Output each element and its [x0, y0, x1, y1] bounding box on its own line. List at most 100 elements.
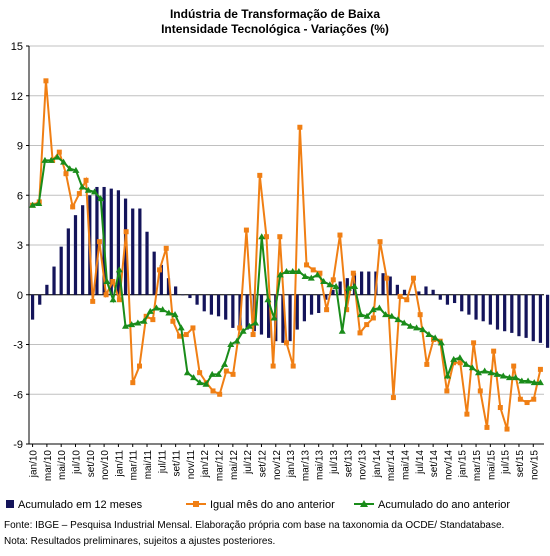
x-tick-label: mar/14: [386, 450, 397, 482]
legend-marker-acumulado-ano: [360, 500, 368, 507]
data-point-acumulado-ano: [301, 273, 309, 280]
data-point-acumulado-ano: [134, 319, 142, 326]
data-point-igual-mes: [190, 325, 196, 331]
bar: [510, 294, 514, 333]
data-point-igual-mes: [70, 204, 76, 210]
bar: [460, 294, 464, 312]
data-point-igual-mes: [444, 388, 450, 394]
y-tick-label: 3: [17, 240, 23, 252]
bar: [445, 294, 450, 305]
footnote: Nota: Resultados preliminares, sujeitos …: [4, 536, 276, 547]
x-tick-label: mai/15: [486, 450, 497, 480]
data-point-acumulado-ano: [375, 304, 383, 311]
data-point-igual-mes: [524, 400, 530, 406]
data-point-igual-mes: [384, 275, 390, 281]
data-point-acumulado-ano: [338, 327, 346, 334]
data-point-igual-mes: [350, 270, 356, 276]
data-point-igual-mes: [130, 380, 136, 386]
bar: [66, 228, 70, 295]
data-point-acumulado-ano: [78, 183, 86, 190]
data-point-acumulado-ano: [146, 307, 154, 314]
data-point-igual-mes: [491, 348, 497, 354]
bar: [338, 281, 342, 295]
data-point-igual-mes: [223, 368, 229, 374]
data-point-igual-mes: [123, 229, 129, 235]
y-tick-label: 0: [17, 290, 23, 302]
data-point-igual-mes: [43, 78, 49, 84]
chart-subtitle: Intensidade Tecnológica - Variações (%): [161, 22, 389, 36]
bar: [381, 273, 385, 295]
data-point-igual-mes: [464, 411, 470, 417]
data-point-igual-mes: [410, 275, 416, 281]
data-point-igual-mes: [370, 315, 376, 321]
bar: [531, 294, 535, 342]
data-point-acumulado-ano: [493, 370, 501, 377]
bar: [317, 294, 321, 313]
data-point-acumulado-ano: [468, 364, 476, 371]
data-point-acumulado-ano: [66, 165, 74, 172]
bar: [52, 266, 56, 295]
data-point-acumulado-ano: [419, 326, 427, 333]
data-point-igual-mes: [197, 370, 203, 376]
data-point-igual-mes: [177, 333, 183, 339]
data-point-acumulado-ano: [159, 306, 167, 313]
data-point-acumulado-ano: [245, 322, 253, 329]
data-point-igual-mes: [344, 307, 350, 313]
x-tick-label: set/11: [172, 450, 183, 477]
data-point-acumulado-ano: [91, 188, 99, 195]
data-point-igual-mes: [357, 330, 363, 336]
bar: [417, 291, 421, 295]
data-point-igual-mes: [183, 332, 189, 338]
data-point-acumulado-ano: [84, 186, 92, 193]
x-tick-label: jan/14: [372, 450, 383, 479]
bar: [331, 289, 335, 295]
data-point-acumulado-ano: [351, 282, 359, 289]
data-point-acumulado-ano: [524, 377, 532, 384]
y-tick-label: 15: [11, 41, 23, 53]
data-point-igual-mes: [96, 239, 102, 245]
data-point-acumulado-ano: [227, 341, 235, 347]
data-point-acumulado-ano: [202, 380, 210, 387]
data-point-acumulado-ano: [307, 274, 315, 281]
data-point-acumulado-ano: [252, 319, 260, 326]
data-point-acumulado-ano: [233, 337, 241, 344]
data-point-igual-mes: [517, 396, 523, 402]
bar: [216, 294, 221, 317]
data-point-acumulado-ano: [221, 360, 229, 367]
y-tick-label: -3: [13, 340, 23, 352]
bar: [45, 284, 49, 295]
data-point-acumulado-ano: [190, 374, 198, 381]
x-tick-label: set/15: [515, 450, 526, 478]
data-point-acumulado-ano: [214, 370, 222, 377]
x-tick-label: mar/15: [472, 450, 483, 482]
x-tick-label: nov/12: [272, 450, 283, 480]
x-tick-label: mar/10: [43, 450, 54, 482]
data-point-acumulado-ano: [388, 312, 396, 319]
data-point-acumulado-ano: [320, 277, 328, 284]
y-tick-label: 9: [17, 141, 23, 153]
data-point-igual-mes: [56, 149, 62, 155]
bar: [38, 294, 42, 305]
y-tick-label: 6: [17, 190, 23, 202]
x-tick-label: nov/13: [358, 450, 369, 480]
data-point-acumulado-ano: [276, 271, 284, 278]
x-tick-label: mai/14: [401, 450, 412, 480]
bar: [152, 251, 156, 295]
bar: [481, 294, 485, 322]
x-tick-label: mai/11: [143, 450, 154, 480]
data-point-igual-mes: [477, 388, 483, 394]
bar: [495, 294, 500, 330]
data-point-igual-mes: [337, 232, 343, 238]
legend-label-acumulado-ano: Acumulado do ano anterior: [378, 499, 510, 511]
bar: [202, 294, 206, 312]
data-point-igual-mes: [304, 262, 310, 268]
bar: [410, 294, 414, 296]
data-point-igual-mes: [497, 405, 503, 411]
data-point-igual-mes: [324, 307, 330, 313]
x-tick-label: jul/11: [157, 450, 168, 475]
data-point-acumulado-ano: [109, 296, 117, 303]
data-point-igual-mes: [277, 234, 283, 240]
data-point-igual-mes: [76, 191, 82, 197]
source-note: Fonte: IBGE – Pesquisa Industrial Mensal…: [4, 520, 505, 531]
data-point-igual-mes: [110, 278, 116, 284]
